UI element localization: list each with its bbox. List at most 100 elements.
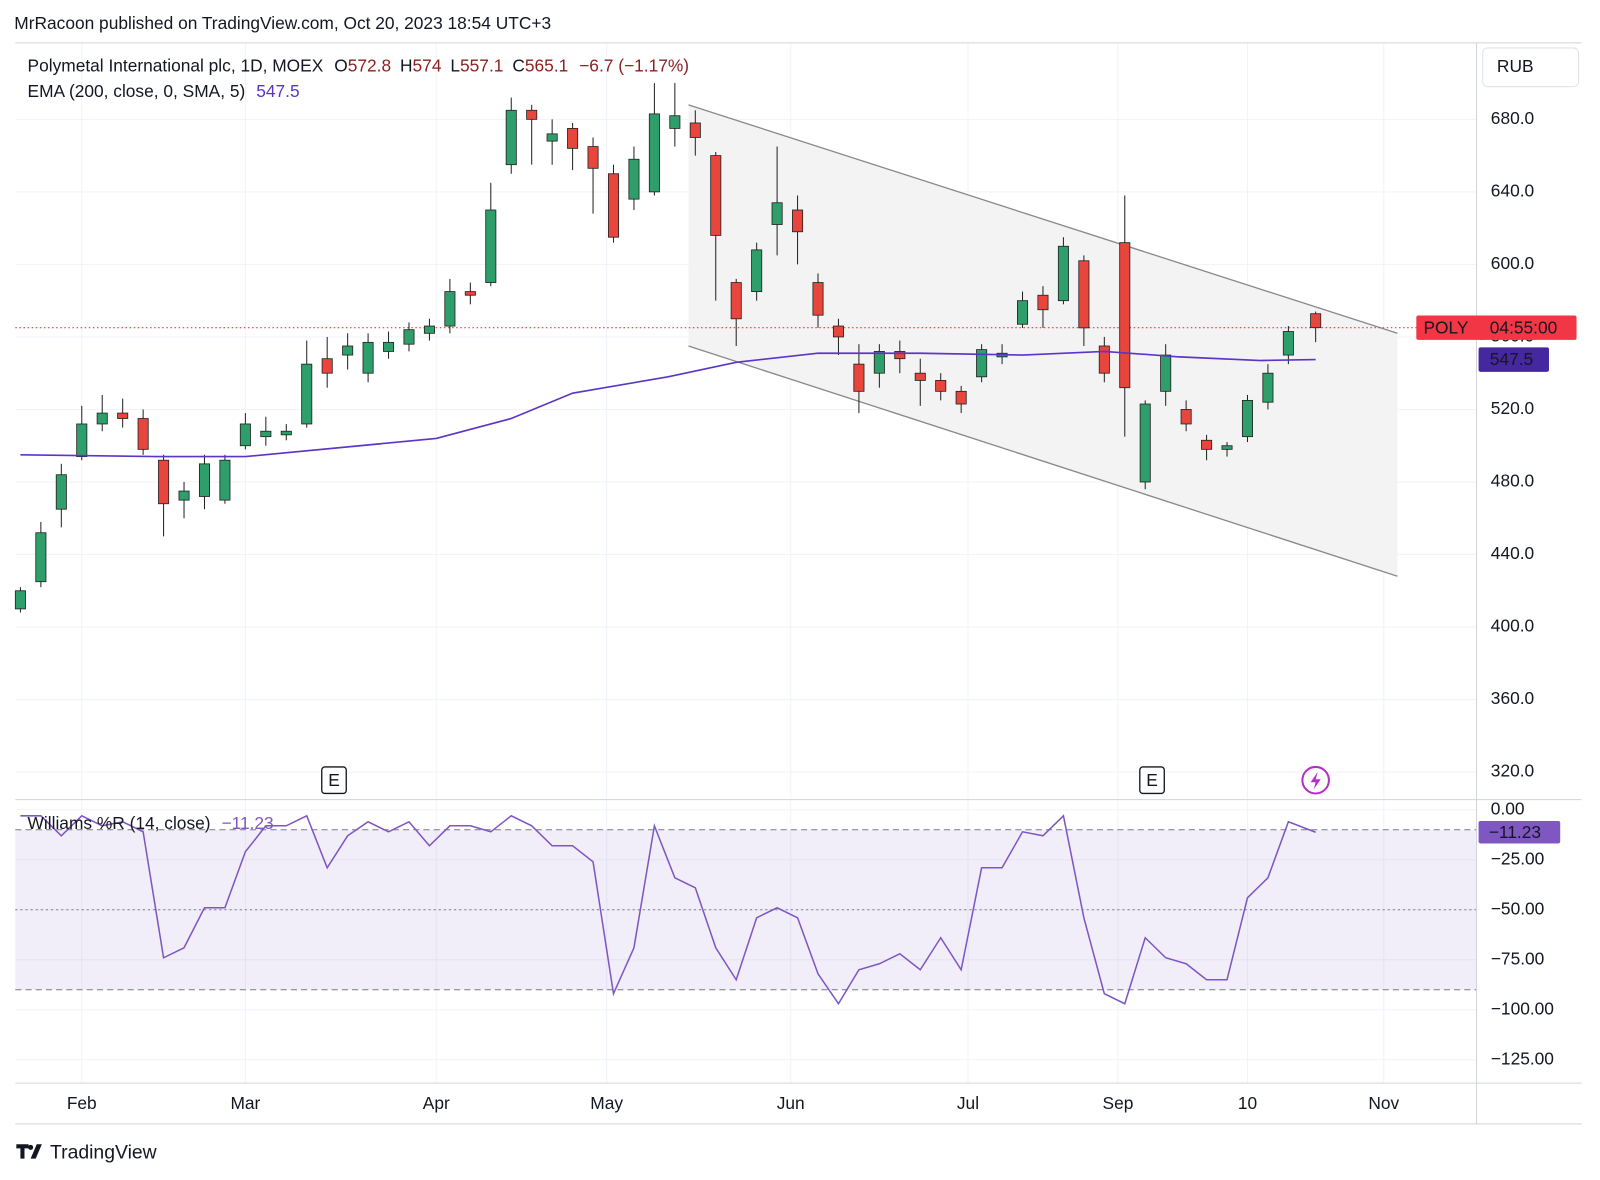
earnings-label: E [328, 770, 340, 790]
y-tick-label: 600.0 [1491, 253, 1534, 273]
ema-badge-label: 547.5 [1490, 349, 1533, 369]
candle-body [894, 351, 906, 360]
candle-body [383, 341, 395, 352]
ohlc-value: 565.1 [525, 55, 568, 75]
candle-body [423, 325, 435, 334]
candle-body [607, 173, 620, 238]
candle-body [464, 291, 476, 296]
channel-line [688, 345, 1398, 577]
symbol-badge-label: POLY [1423, 317, 1468, 337]
candle-body [485, 209, 497, 283]
y-tick-label: 0.00 [1491, 798, 1525, 818]
main-pane: 320.0360.0400.0440.0480.0520.0560.0600.0… [14, 83, 1534, 795]
x-tick-label: Mar [230, 1093, 260, 1113]
candle-body [117, 412, 129, 419]
wr-name: Williams %R (14, close) [28, 813, 211, 833]
frame [15, 42, 1582, 1125]
x-tick-label: Sep [1103, 1093, 1134, 1113]
candle-body [1017, 300, 1029, 325]
candle-body [976, 349, 988, 378]
candle-body [730, 282, 742, 320]
y-tick-label: 440.0 [1491, 543, 1534, 563]
candle-body [280, 430, 292, 436]
ohlc-label: H [400, 55, 413, 75]
candle-body [628, 158, 640, 200]
x-tick-label: Nov [1368, 1093, 1399, 1113]
candle-body [35, 532, 47, 583]
candle-body [362, 341, 374, 374]
symbol-legend: Polymetal International plc, 1D, MOEX O5… [28, 55, 689, 75]
y-tick-label: −75.00 [1491, 948, 1544, 968]
candle-body [14, 590, 26, 610]
candle-body [853, 363, 865, 392]
ohlc-value: 572.8 [348, 55, 391, 75]
ohlc-label: C [512, 55, 525, 75]
brand-name: TradingView [50, 1142, 158, 1164]
earnings-label: E [1146, 770, 1158, 790]
candle-body [55, 474, 67, 510]
candle-body [158, 459, 170, 505]
candle-body [403, 329, 415, 345]
candle-body [955, 390, 967, 405]
candle-body [260, 430, 272, 438]
wr-badge [1478, 821, 1561, 844]
overlay: Polymetal International plc, 1D, MOEX O5… [28, 47, 1580, 1113]
candle-body [648, 113, 660, 193]
channel-fill [688, 104, 1398, 577]
candle-body [1180, 409, 1192, 425]
x-tick-label: May [590, 1093, 623, 1113]
ema-legend: EMA (200, close, 0, SMA, 5) 547.5 [28, 80, 300, 100]
candle-body [710, 155, 722, 236]
candle-body [1037, 294, 1049, 311]
ema-name: EMA (200, close, 0, SMA, 5) [28, 80, 246, 100]
x-tick-label: Feb [67, 1093, 97, 1113]
x-tick-label: 10 [1238, 1093, 1257, 1113]
ohlc-value: 557.1 [460, 55, 503, 75]
candle-body [587, 146, 599, 169]
brand-logo [16, 1144, 42, 1159]
currency-label[interactable]: RUB [1497, 56, 1534, 76]
y-tick-label: 520.0 [1491, 398, 1534, 418]
candle-body [792, 209, 804, 233]
y-tick-label: 480.0 [1491, 471, 1534, 491]
x-tick-label: Jun [777, 1093, 805, 1113]
symbol-name: Polymetal International plc, 1D, MOEX [28, 55, 324, 75]
candle-body [239, 423, 251, 447]
candle-body [771, 202, 783, 225]
candle-body [301, 363, 313, 425]
channel-line [688, 104, 1398, 334]
earnings-marker [1139, 766, 1165, 795]
currency-button[interactable] [1482, 47, 1580, 88]
candle-body [1057, 245, 1069, 302]
candle-body [137, 418, 149, 450]
candle-body [1241, 399, 1253, 438]
candle-body [321, 358, 333, 374]
y-tick-label: −50.00 [1491, 898, 1544, 918]
wr-badge-label: −11.23 [1489, 822, 1541, 842]
candle-body [76, 423, 88, 458]
countdown-label: 04:55:00 [1490, 317, 1557, 337]
ohlc-value: 574 [413, 55, 442, 75]
candle-body [567, 128, 579, 149]
candle-body [1078, 260, 1090, 329]
y-tick-label: 360.0 [1491, 688, 1534, 708]
candle-body [751, 249, 763, 293]
footer: TradingView [16, 1142, 158, 1164]
candle-body [505, 109, 517, 166]
y-tick-label: 640.0 [1491, 180, 1534, 200]
candle-body [812, 282, 824, 316]
candle-body [178, 490, 190, 501]
wr-value: −11.23 [221, 813, 273, 833]
publish-header: MrRacoon published on TradingView.com, O… [14, 13, 551, 33]
ohlc-label: L [450, 55, 460, 75]
countdown-badge [1478, 315, 1577, 340]
candle-body [873, 351, 885, 374]
candle-body [219, 459, 231, 501]
wr-line [20, 814, 1316, 1006]
brand-logo-dot [28, 1144, 34, 1150]
candle-body [96, 412, 108, 425]
alert-bolt [1310, 772, 1321, 790]
y-tick-label: 680.0 [1491, 108, 1534, 128]
